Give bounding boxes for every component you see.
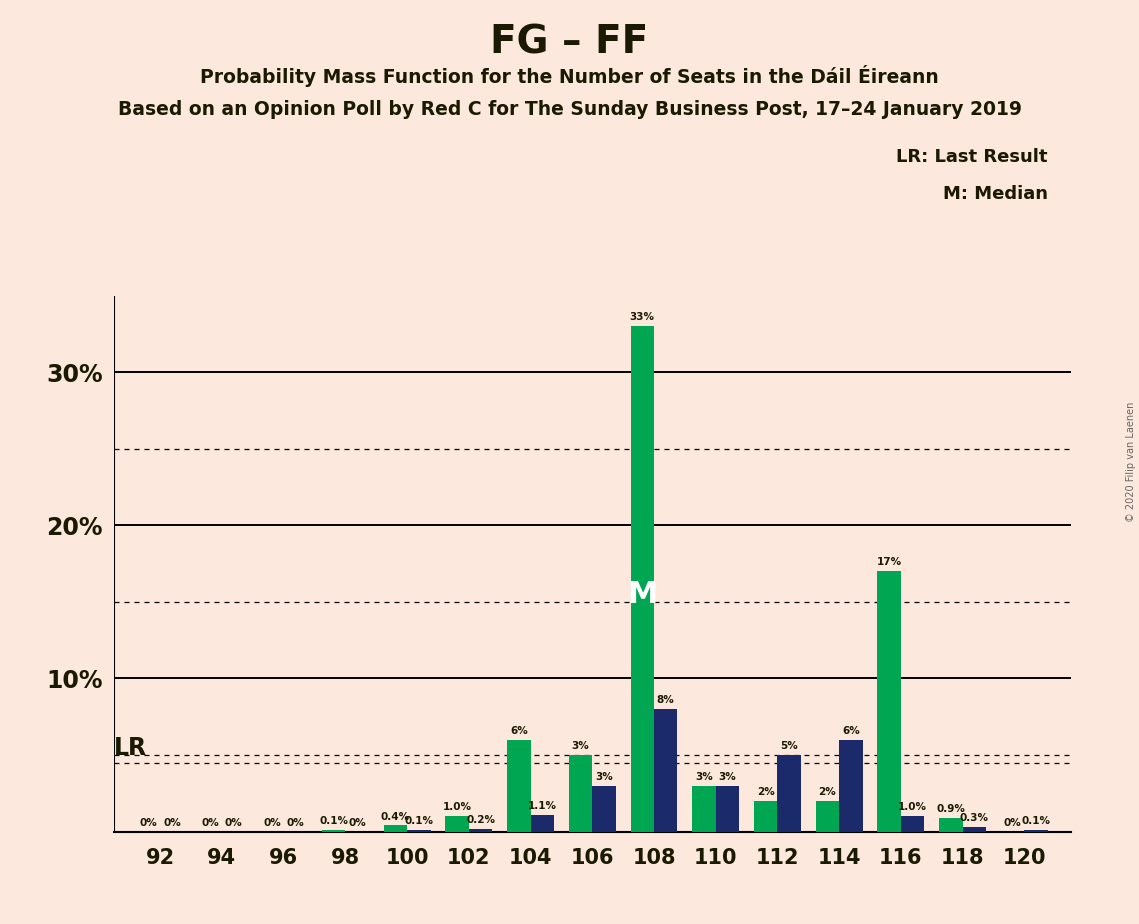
Text: Probability Mass Function for the Number of Seats in the Dáil Éireann: Probability Mass Function for the Number… bbox=[200, 65, 939, 87]
Text: 0%: 0% bbox=[1003, 818, 1022, 828]
Bar bbox=[816, 801, 839, 832]
Text: 17%: 17% bbox=[877, 557, 902, 567]
Text: 3%: 3% bbox=[719, 772, 736, 782]
Text: 6%: 6% bbox=[842, 726, 860, 736]
Text: 0.3%: 0.3% bbox=[960, 813, 989, 823]
Bar bbox=[592, 785, 616, 832]
Text: 0.9%: 0.9% bbox=[936, 804, 966, 814]
Text: 0%: 0% bbox=[224, 818, 243, 828]
Bar bbox=[940, 818, 962, 832]
Text: 0.1%: 0.1% bbox=[404, 816, 433, 826]
Bar bbox=[654, 709, 678, 832]
Text: LR: Last Result: LR: Last Result bbox=[896, 148, 1048, 165]
Text: M: M bbox=[628, 579, 657, 609]
Bar bbox=[778, 755, 801, 832]
Bar bbox=[631, 326, 654, 832]
Bar bbox=[715, 785, 739, 832]
Text: 0.1%: 0.1% bbox=[1022, 816, 1050, 826]
Text: 3%: 3% bbox=[596, 772, 613, 782]
Text: 1.0%: 1.0% bbox=[443, 802, 472, 812]
Bar bbox=[962, 827, 986, 832]
Text: 0%: 0% bbox=[163, 818, 181, 828]
Text: 0.2%: 0.2% bbox=[466, 815, 495, 825]
Bar bbox=[754, 801, 778, 832]
Text: 1.1%: 1.1% bbox=[527, 801, 557, 811]
Bar bbox=[1024, 830, 1048, 832]
Text: 5%: 5% bbox=[780, 741, 798, 751]
Bar bbox=[531, 815, 554, 832]
Text: 0.1%: 0.1% bbox=[319, 816, 349, 826]
Text: 2%: 2% bbox=[819, 787, 836, 797]
Text: 3%: 3% bbox=[695, 772, 713, 782]
Bar bbox=[568, 755, 592, 832]
Bar bbox=[384, 825, 407, 832]
Bar bbox=[507, 740, 531, 832]
Text: 33%: 33% bbox=[630, 312, 655, 322]
Text: FG – FF: FG – FF bbox=[491, 23, 648, 61]
Text: © 2020 Filip van Laenen: © 2020 Filip van Laenen bbox=[1126, 402, 1136, 522]
Bar bbox=[407, 830, 431, 832]
Bar bbox=[901, 816, 925, 832]
Text: 3%: 3% bbox=[572, 741, 589, 751]
Text: 2%: 2% bbox=[756, 787, 775, 797]
Text: 0%: 0% bbox=[287, 818, 304, 828]
Bar bbox=[839, 740, 862, 832]
Text: 8%: 8% bbox=[657, 695, 674, 705]
Text: 0%: 0% bbox=[202, 818, 219, 828]
Bar bbox=[445, 816, 469, 832]
Text: Based on an Opinion Poll by Red C for The Sunday Business Post, 17–24 January 20: Based on an Opinion Poll by Red C for Th… bbox=[117, 100, 1022, 119]
Text: LR: LR bbox=[114, 736, 147, 760]
Text: 0%: 0% bbox=[140, 818, 157, 828]
Bar bbox=[693, 785, 715, 832]
Bar bbox=[469, 829, 492, 832]
Text: 0.4%: 0.4% bbox=[380, 811, 410, 821]
Text: 0%: 0% bbox=[349, 818, 366, 828]
Text: M: Median: M: Median bbox=[943, 185, 1048, 202]
Text: 6%: 6% bbox=[510, 726, 527, 736]
Text: 1.0%: 1.0% bbox=[899, 802, 927, 812]
Bar bbox=[322, 830, 345, 832]
Text: 0%: 0% bbox=[263, 818, 281, 828]
Bar bbox=[877, 571, 901, 832]
